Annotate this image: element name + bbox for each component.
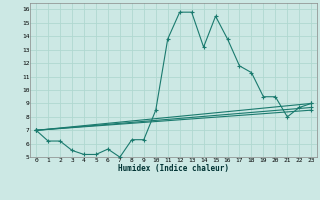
X-axis label: Humidex (Indice chaleur): Humidex (Indice chaleur) bbox=[118, 164, 229, 173]
